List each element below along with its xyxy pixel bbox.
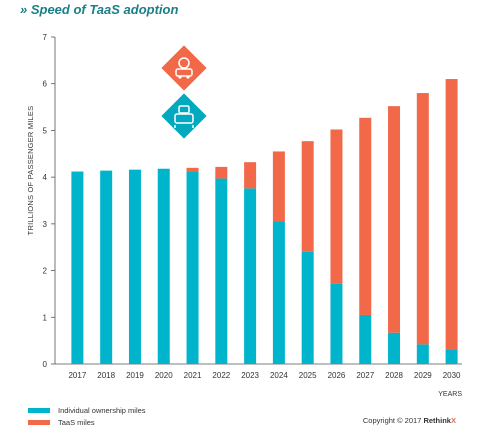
x-tick-label: 2023 bbox=[241, 371, 259, 380]
legend-label-individual: Individual ownership miles bbox=[58, 405, 146, 415]
x-tick-label: 2020 bbox=[155, 371, 173, 380]
bar-taas-2022 bbox=[215, 166, 228, 179]
y-tick-label: 7 bbox=[43, 33, 48, 42]
copyright: Copyright © 2017 RethinkX bbox=[363, 416, 456, 425]
y-axis-label: TRILLIONS OF PASSENGER MILES bbox=[26, 106, 35, 236]
x-tick-label: 2018 bbox=[97, 371, 115, 380]
y-tick-label: 0 bbox=[43, 360, 48, 369]
bar-individual-2027 bbox=[359, 314, 372, 364]
bar-individual-2025 bbox=[301, 251, 314, 364]
x-tick-label: 2029 bbox=[414, 371, 432, 380]
bar-individual-2020 bbox=[157, 168, 170, 364]
bars bbox=[71, 79, 458, 364]
x-tick-label: 2021 bbox=[184, 371, 202, 380]
bar-taas-2027 bbox=[359, 117, 372, 315]
brand-mark: X bbox=[450, 416, 456, 425]
legend-swatch-individual bbox=[28, 407, 50, 413]
bar-individual-2021 bbox=[186, 171, 199, 364]
bar-taas-2024 bbox=[272, 151, 285, 222]
bar-taas-2025 bbox=[301, 141, 314, 252]
x-tick-label: 2024 bbox=[270, 371, 288, 380]
bar-individual-2024 bbox=[272, 221, 285, 364]
x-tick-label: 2022 bbox=[212, 371, 230, 380]
legend-label-taas: TaaS miles bbox=[58, 417, 95, 427]
x-tick-label: 2028 bbox=[385, 371, 403, 380]
bar-individual-2019 bbox=[128, 169, 141, 364]
bar-individual-2023 bbox=[244, 188, 257, 364]
car-autonomy-icon bbox=[161, 45, 207, 91]
x-tick-label: 2027 bbox=[356, 371, 374, 380]
chart-title: » Speed of TaaS adoption bbox=[20, 2, 179, 17]
y-tick-label: 3 bbox=[43, 220, 48, 229]
x-tick-label: 2019 bbox=[126, 371, 144, 380]
x-axis-label: YEARS bbox=[438, 391, 462, 398]
y-tick-label: 2 bbox=[43, 267, 48, 276]
bar-individual-2030 bbox=[445, 349, 458, 364]
x-tick-label: 2025 bbox=[299, 371, 317, 380]
axes: 0 1 2 3 4 5 6 7 TRILLIONS OF PASSENGER MILES 2017… bbox=[26, 33, 462, 398]
y-tick-label: 4 bbox=[43, 173, 48, 182]
legend-item-individual: Individual ownership miles bbox=[28, 404, 146, 416]
icons bbox=[161, 45, 207, 139]
bar-individual-2018 bbox=[100, 170, 113, 364]
bar-taas-2029 bbox=[416, 93, 429, 345]
copyright-brand: RethinkX bbox=[423, 416, 456, 425]
bar-taas-2030 bbox=[445, 79, 458, 350]
bar-taas-2026 bbox=[330, 129, 343, 284]
y-tick-label: 5 bbox=[43, 126, 48, 135]
legend-item-taas: TaaS miles bbox=[28, 416, 146, 428]
robot-car-icon bbox=[161, 93, 207, 139]
y-tick-label: 1 bbox=[43, 313, 48, 322]
brand-name: Rethink bbox=[423, 416, 451, 425]
bar-taas-2021 bbox=[186, 167, 199, 172]
bar-individual-2022 bbox=[215, 178, 228, 364]
x-tick-label: 2017 bbox=[68, 371, 86, 380]
bar-individual-2029 bbox=[416, 344, 429, 364]
bar-individual-2028 bbox=[388, 332, 401, 364]
bar-taas-2028 bbox=[388, 106, 401, 333]
bar-individual-2026 bbox=[330, 283, 343, 364]
legend: Individual ownership miles TaaS miles bbox=[28, 404, 146, 428]
y-tick-label: 6 bbox=[43, 80, 48, 89]
x-tick-label: 2026 bbox=[328, 371, 346, 380]
legend-swatch-taas bbox=[28, 419, 50, 425]
copyright-text: Copyright © 2017 bbox=[362, 416, 422, 425]
x-tick-label: 2030 bbox=[443, 371, 461, 380]
bar-taas-2023 bbox=[244, 162, 257, 189]
bar-individual-2017 bbox=[71, 171, 84, 364]
